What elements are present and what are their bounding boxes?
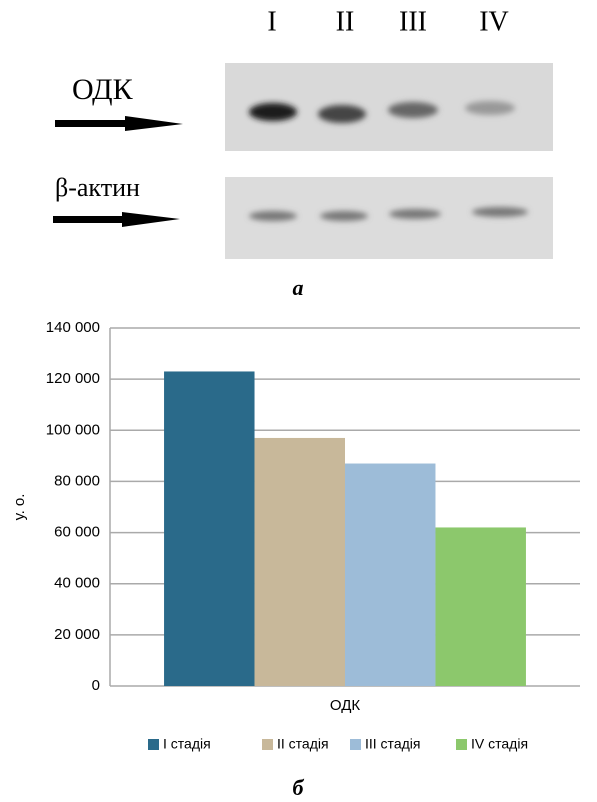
bar (164, 371, 254, 686)
y-tick-label: 120 000 (46, 370, 100, 387)
legend-label: I стадія (163, 736, 211, 752)
y-tick-label: 100 000 (46, 421, 100, 438)
y-tick-label: 20 000 (54, 626, 100, 643)
row-label: ОДК (72, 73, 134, 106)
arrow (55, 116, 183, 131)
y-tick-label: 40 000 (54, 575, 100, 592)
lane-label: II (336, 6, 355, 37)
row-label: β-актин (55, 173, 140, 202)
lane-label: III (399, 6, 427, 37)
legend-label: III стадія (365, 736, 420, 752)
figure: I II III IV ОДК β-актин а у. о. б 0 20 00… (0, 0, 597, 802)
lane-label: IV (479, 6, 509, 37)
legend-swatch (350, 739, 361, 750)
lane-label: I (267, 6, 276, 37)
y-axis-label: у. о. (11, 494, 28, 521)
caption: б (293, 775, 305, 800)
bar (345, 464, 435, 686)
legend-swatch (456, 739, 467, 750)
y-tick-label: 0 (92, 677, 100, 694)
legend-label: IV стадія (471, 736, 528, 752)
arrow (53, 212, 180, 227)
bar (255, 438, 345, 686)
y-tick-label: 60 000 (54, 524, 100, 541)
y-tick-label: 140 000 (46, 319, 100, 336)
caption: а (293, 275, 304, 300)
blot: I II III IV ОДК β-актин а (53, 6, 553, 300)
bar (435, 527, 525, 686)
legend-label: II стадія (277, 736, 329, 752)
x-tick-label: ОДК (330, 697, 360, 714)
legend-swatch (262, 739, 273, 750)
legend-swatch (148, 739, 159, 750)
y-tick-label: 80 000 (54, 472, 100, 489)
